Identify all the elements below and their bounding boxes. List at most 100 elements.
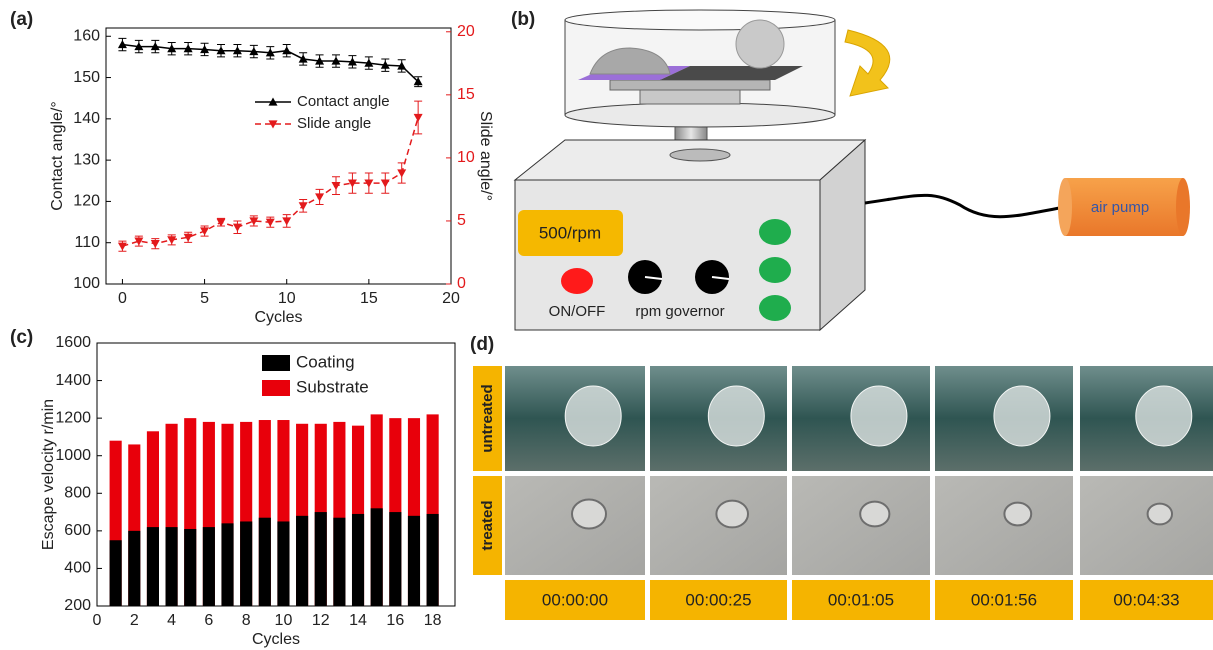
rotation-arrow [845, 30, 890, 96]
panel-label: (d) [470, 334, 494, 355]
marker [381, 180, 390, 188]
bar [147, 527, 159, 606]
time-label: 00:00:00 [542, 590, 608, 609]
y2-tick-label: 0 [457, 275, 466, 292]
dish-rim [565, 10, 835, 30]
y-tick-label: 1400 [55, 372, 91, 389]
x-tick-label: 14 [349, 612, 367, 629]
y2-axis-label: Slide angle/° [477, 111, 494, 201]
power-button [561, 268, 593, 294]
indicator [759, 219, 791, 245]
bar [166, 527, 178, 606]
y2-tick-label: 5 [457, 212, 466, 229]
x-tick-label: 2 [130, 612, 139, 629]
bar [408, 516, 420, 606]
air-hose [865, 195, 1065, 216]
droplet [1148, 504, 1172, 525]
y-tick-label: 200 [64, 597, 91, 614]
bar [352, 514, 364, 606]
photo [650, 476, 787, 575]
legend-label: Coating [296, 352, 355, 371]
x-tick-label: 0 [93, 612, 102, 629]
panel-label: (b) [511, 9, 535, 30]
switch-text: ON/OFF [549, 303, 606, 320]
x-tick-label: 8 [242, 612, 251, 629]
y2-tick-label: 15 [457, 86, 475, 103]
panel-label: (a) [10, 9, 33, 30]
marker [167, 236, 176, 244]
air-pump-end [1058, 178, 1072, 236]
x-tick-label: 16 [386, 612, 404, 629]
droplet [708, 386, 764, 446]
marker [151, 240, 160, 248]
legend-label: Substrate [296, 377, 369, 396]
y-tick-label: 110 [74, 234, 100, 251]
droplet [860, 502, 889, 527]
device-diagram: 500/rpm ON/OFF rpm governor air pump [515, 10, 1190, 330]
bar [203, 527, 215, 606]
marker [282, 217, 291, 225]
marker [282, 46, 291, 54]
row-label: treated [479, 500, 496, 550]
x-tick-label: 20 [442, 290, 460, 307]
y-tick-label: 140 [73, 110, 100, 127]
x-tick-label: 5 [200, 290, 209, 307]
bar [221, 523, 233, 606]
droplet [994, 386, 1050, 446]
bar [240, 521, 252, 606]
bar [389, 512, 401, 606]
marker [299, 54, 308, 62]
x-tick-label: 18 [424, 612, 442, 629]
y-tick-label: 400 [64, 560, 91, 577]
marker [315, 193, 324, 201]
bar [184, 529, 196, 606]
bar [427, 514, 439, 606]
droplet [572, 500, 606, 529]
legend-label: Contact angle [297, 93, 390, 110]
photo [1080, 476, 1213, 575]
pump-text: air pump [1091, 199, 1149, 216]
droplet [1136, 386, 1192, 446]
x-tick-label: 12 [312, 612, 330, 629]
legend-swatch [262, 380, 290, 396]
time-label: 00:01:05 [828, 590, 894, 609]
y-tick-label: 1600 [55, 334, 91, 351]
droplet-sphere [736, 20, 784, 68]
air-pump-end [1176, 178, 1190, 236]
x-tick-label: 0 [118, 290, 127, 307]
speed-text: 500/rpm [539, 223, 601, 242]
y-tick-label: 1200 [55, 409, 91, 426]
legend-label: Slide angle [297, 115, 371, 132]
marker [118, 243, 127, 251]
dish-bottom [565, 103, 835, 127]
y-tick-label: 1000 [55, 447, 91, 464]
y-tick-label: 120 [73, 193, 100, 210]
indicator [759, 295, 791, 321]
time-label: 00:04:33 [1113, 590, 1179, 609]
row-label: untreated [479, 384, 496, 452]
panel-label: (c) [10, 327, 33, 348]
y2-tick-label: 20 [457, 23, 475, 40]
bar [110, 540, 122, 606]
y-tick-label: 160 [73, 27, 100, 44]
platform-plate [610, 80, 770, 90]
droplet [716, 501, 748, 528]
bar [296, 516, 308, 606]
marker [299, 202, 308, 210]
y-axis-label: Contact angle/° [49, 101, 66, 211]
y-tick-label: 150 [73, 69, 100, 86]
x-tick-label: 6 [204, 612, 213, 629]
x-axis-label: Cycles [254, 309, 302, 326]
droplet [1004, 503, 1031, 526]
x-axis-label: Cycles [252, 631, 300, 648]
time-label: 00:01:56 [971, 590, 1037, 609]
time-label: 00:00:25 [685, 590, 751, 609]
marker [233, 224, 242, 232]
bar [277, 521, 289, 606]
marker [118, 40, 127, 48]
x-tick-label: 4 [167, 612, 176, 629]
x-tick-label: 10 [275, 612, 293, 629]
y-tick-label: 130 [73, 151, 100, 168]
marker [397, 169, 406, 177]
legend-swatch [262, 355, 290, 371]
